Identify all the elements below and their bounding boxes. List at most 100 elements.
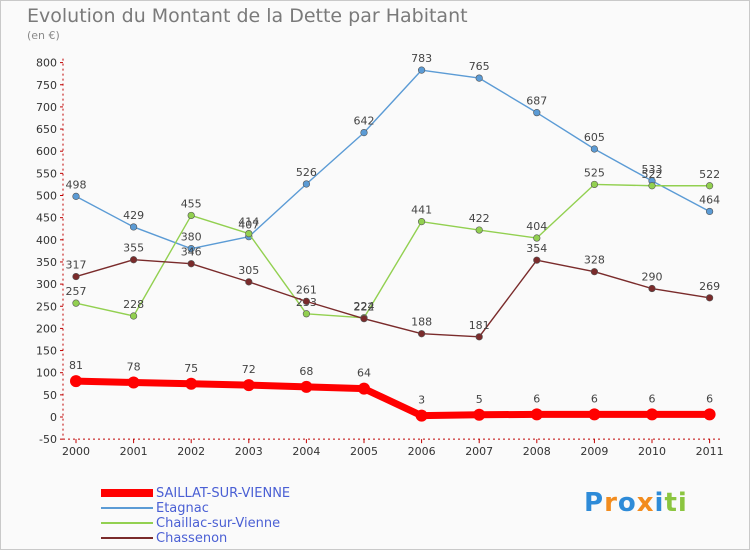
data-point <box>530 408 543 421</box>
data-label: 533 <box>642 163 663 176</box>
chart-unit: (en €) <box>27 29 60 42</box>
data-point <box>588 408 601 421</box>
y-tick-label: 550 <box>36 167 57 180</box>
data-label: 261 <box>296 283 317 296</box>
x-tick-label: 2006 <box>408 445 436 458</box>
data-point <box>70 375 82 388</box>
data-label: 181 <box>469 319 490 332</box>
logo-letter: i <box>677 488 688 518</box>
x-tick-label: 2011 <box>696 445 724 458</box>
data-label: 441 <box>411 204 432 217</box>
proxiti-logo: Proxiti <box>584 488 688 518</box>
data-label: 498 <box>66 178 87 191</box>
data-point <box>130 223 138 231</box>
data-point <box>360 315 368 323</box>
y-tick-label: 50 <box>43 389 57 402</box>
data-point <box>705 294 714 302</box>
y-tick-label: 250 <box>36 300 57 313</box>
legend-swatch-etagnac <box>101 507 153 509</box>
legend-swatch-chaillac <box>101 522 153 524</box>
data-label: 455 <box>181 197 202 210</box>
x-tick-label: 2010 <box>638 445 666 458</box>
chart-title: Evolution du Montant de la Dette par Hab… <box>27 5 468 27</box>
x-tick-label: 2004 <box>292 445 320 458</box>
x-tick-label: 2005 <box>350 445 378 458</box>
data-point <box>245 278 253 286</box>
data-label: 6 <box>649 392 656 405</box>
y-tick-label: 800 <box>36 57 57 70</box>
data-label: 355 <box>123 242 144 255</box>
data-label: 605 <box>584 131 605 144</box>
series-line-2 <box>75 183 711 319</box>
y-tick-label: 150 <box>36 345 57 358</box>
data-label: 522 <box>642 168 663 181</box>
data-label: 328 <box>584 254 605 267</box>
data-point <box>127 376 140 389</box>
y-tick-label: 200 <box>36 322 57 335</box>
data-point <box>72 272 80 281</box>
data-label: 269 <box>699 280 720 293</box>
logo-letter: P <box>584 488 605 518</box>
data-label: 72 <box>242 363 256 376</box>
data-label: 5 <box>476 393 483 406</box>
data-label: 68 <box>299 365 313 378</box>
data-label: 642 <box>354 115 375 128</box>
legend-swatch-chassenon <box>101 537 153 539</box>
data-point <box>590 268 599 276</box>
legend-label-etagnac: Etagnac <box>156 501 209 516</box>
y-tick-label: 300 <box>36 278 57 291</box>
data-label: 354 <box>526 242 547 255</box>
data-point <box>533 234 541 242</box>
y-tick-label: 700 <box>36 101 57 114</box>
series-line-0 <box>72 377 714 420</box>
series-line-1 <box>75 69 711 250</box>
data-point <box>705 207 714 216</box>
data-label: 228 <box>123 298 144 311</box>
data-point <box>242 379 255 392</box>
data-point <box>245 229 253 238</box>
data-point <box>590 180 599 189</box>
x-tick-label: 2001 <box>120 445 148 458</box>
data-label: 64 <box>357 367 371 380</box>
legend-label-saillat: SAILLAT-SUR-VIENNE <box>156 486 291 501</box>
logo-letter: i <box>654 488 665 518</box>
data-label: 222 <box>354 301 375 314</box>
data-label: 75 <box>184 362 198 375</box>
data-label: 526 <box>296 166 317 179</box>
data-point <box>475 226 483 234</box>
data-label: 224 <box>354 300 375 313</box>
legend-swatch-saillat <box>101 489 153 497</box>
data-point <box>418 66 426 74</box>
data-point <box>187 211 195 220</box>
logo-letter: r <box>604 488 618 518</box>
data-label: 414 <box>238 216 259 229</box>
x-tick-label: 2007 <box>465 445 493 458</box>
data-label: 81 <box>69 359 83 372</box>
y-tick-label: 600 <box>36 145 57 158</box>
data-label: 783 <box>411 52 432 65</box>
y-tick-label: 400 <box>36 234 57 247</box>
data-label: 407 <box>238 219 259 232</box>
data-label: 3 <box>418 394 425 407</box>
series-line-3 <box>75 259 711 338</box>
data-point <box>302 180 311 188</box>
data-point <box>187 245 195 253</box>
data-label: 525 <box>584 166 605 179</box>
data-point <box>360 128 368 137</box>
data-point <box>418 330 426 338</box>
data-label: 429 <box>123 209 144 222</box>
data-point <box>475 74 483 82</box>
data-label: 522 <box>699 168 720 181</box>
y-tick-label: 650 <box>36 123 57 136</box>
data-point <box>72 192 80 200</box>
data-point <box>185 377 198 390</box>
data-label: 6 <box>533 392 540 405</box>
data-point <box>703 408 716 421</box>
x-tick-label: 2000 <box>62 445 90 458</box>
data-point <box>533 256 541 264</box>
data-label: 422 <box>469 212 490 225</box>
data-label: 257 <box>66 285 87 298</box>
data-point <box>705 182 714 190</box>
logo-letter: x <box>636 488 655 518</box>
